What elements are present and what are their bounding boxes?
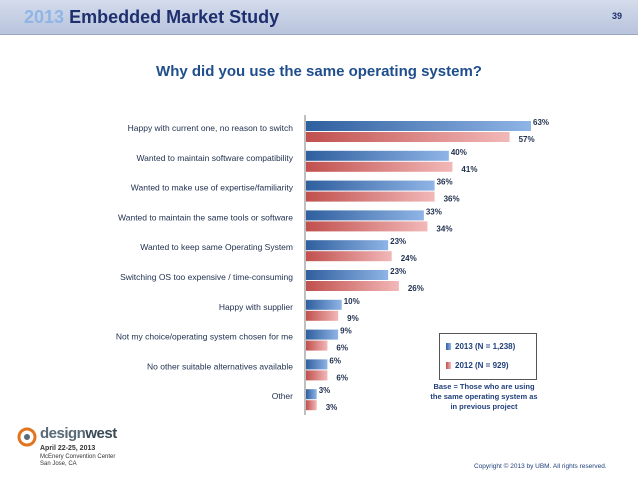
category-label: Happy with current one, no reason to swi…: [128, 123, 294, 133]
data-label-2012: 36%: [444, 195, 460, 204]
data-label-2013: 10%: [344, 297, 360, 306]
logo-city: San Jose, CA: [40, 461, 77, 467]
data-label-2013: 40%: [451, 148, 467, 157]
category-label: Wanted to maintain software compatibilit…: [136, 153, 293, 163]
header-bar: 2013 Embedded Market Study 39: [0, 0, 638, 35]
bar-2013: [306, 329, 339, 340]
bar-2012: [306, 340, 328, 351]
category-label: Happy with supplier: [219, 302, 293, 312]
chart-title: Why did you use the same operating syste…: [156, 63, 482, 80]
category-label: Wanted to maintain the same tools or sof…: [118, 212, 293, 222]
page-number: 39: [611, 11, 622, 21]
logo-mark-icon: [17, 427, 37, 447]
data-label-2012: 6%: [336, 373, 348, 382]
legend-swatch-2012: [446, 362, 451, 370]
data-label-2013: 23%: [390, 267, 406, 276]
header-year: 2013: [24, 7, 65, 27]
data-label-2012: 57%: [519, 135, 535, 144]
category-label: Switching OS too expensive / time-consum…: [120, 272, 293, 282]
legend-item-2013: 2013 (N = 1,238): [446, 342, 515, 351]
logo-venue: McEnery Convention Center: [40, 454, 116, 460]
data-label-2013: 6%: [329, 356, 341, 365]
category-label: Wanted to make use of expertise/familiar…: [131, 183, 294, 193]
data-label-2013: 36%: [437, 178, 453, 187]
legend-label-2013: 2013 (N = 1,238): [455, 342, 516, 351]
logo-wordmark: designwest: [40, 425, 117, 442]
category-label: Not my choice/operating system chosen fo…: [116, 332, 293, 342]
base-note: Base = Those who are using the same oper…: [430, 382, 538, 411]
category-label: Wanted to keep same Operating System: [140, 242, 293, 252]
category-label: No other suitable alternatives available: [147, 361, 293, 371]
data-label-2013: 23%: [390, 237, 406, 246]
data-label-2012: 24%: [401, 254, 417, 263]
bar-2013: [306, 121, 531, 131]
bar-2013: [306, 299, 342, 310]
bar-2012: [306, 400, 317, 411]
bar-2013: [306, 359, 328, 370]
legend-item-2012: 2012 (N = 929): [446, 361, 509, 370]
data-label-2012: 34%: [436, 224, 452, 233]
header-title-text: Embedded Market Study: [69, 7, 280, 27]
data-label-2012: 41%: [461, 165, 477, 174]
bar-2013: [306, 389, 317, 400]
designwest-logo: designwest April 22-25, 2013 McEnery Con…: [16, 425, 126, 473]
data-label-2013: 63%: [533, 118, 549, 127]
legend-swatch-2013: [446, 343, 451, 351]
data-label-2012: 9%: [347, 314, 359, 323]
copyright-notice: Copyright © 2013 by UBM. All rights rese…: [474, 463, 607, 470]
bar-2012: [306, 161, 453, 172]
data-label-2013: 33%: [426, 207, 442, 216]
bar-2013: [306, 210, 424, 221]
legend-label-2012: 2012 (N = 929): [455, 361, 509, 370]
data-label-2012: 26%: [408, 284, 424, 293]
bar-2012: [306, 221, 428, 232]
category-label: Other: [272, 391, 293, 401]
bar-2012: [306, 370, 328, 381]
data-label-2013: 9%: [340, 327, 352, 336]
bar-2012: [306, 251, 392, 262]
bar-2013: [306, 240, 389, 251]
bar-2012: [306, 281, 399, 291]
bar-2013: [306, 270, 389, 280]
data-label-2012: 3%: [326, 403, 338, 412]
bar-2012: [306, 132, 510, 142]
bar-2013: [306, 180, 435, 191]
header-title: 2013 Embedded Market Study: [24, 7, 279, 28]
legend: 2013 (N = 1,238) 2012 (N = 929): [439, 333, 537, 380]
bar-2012: [306, 191, 435, 202]
logo-dates: April 22-25, 2013: [40, 445, 96, 452]
bar-2012: [306, 310, 339, 321]
data-label-2012: 6%: [336, 344, 348, 353]
bar-2013: [306, 150, 449, 161]
data-label-2013: 3%: [319, 386, 331, 395]
